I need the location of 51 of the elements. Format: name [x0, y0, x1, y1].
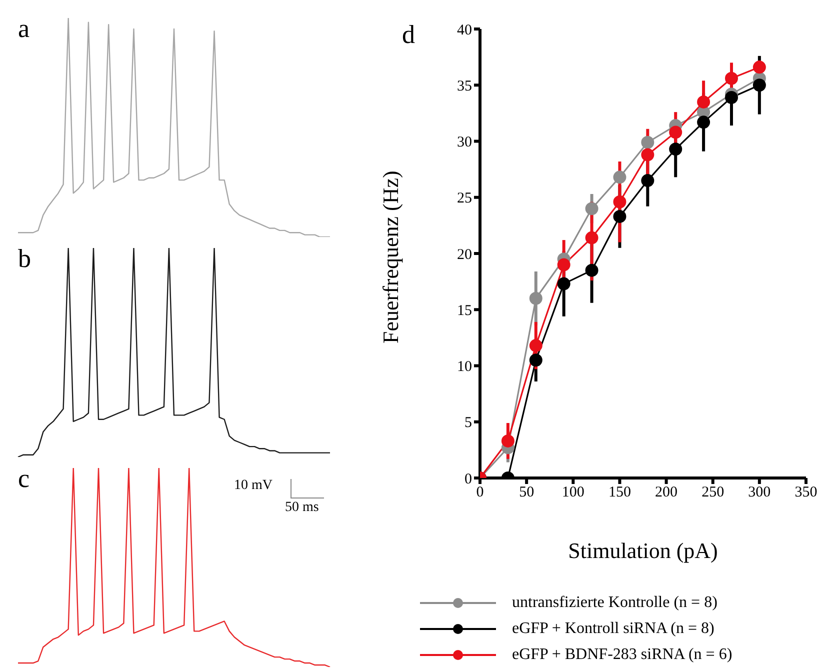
annotation: 10 mV: [234, 478, 272, 494]
y-tick-label: 15: [457, 302, 472, 319]
point: [501, 434, 514, 448]
point: [697, 116, 710, 129]
point: [669, 126, 682, 139]
point: [529, 292, 542, 305]
x-tick-label: 350: [794, 484, 818, 501]
y-tick-label: 35: [457, 78, 472, 94]
point: [641, 136, 654, 149]
x-tick-label: 250: [702, 484, 724, 501]
x-tick-label: 0: [476, 484, 484, 501]
y-axis-title: Feuerfrequenz (Hz): [378, 170, 403, 344]
annotation: 50 ms: [285, 500, 319, 516]
chart-title: b: [18, 244, 31, 274]
y-tick-label: 40: [457, 22, 472, 38]
point: [724, 72, 738, 85]
point: [697, 95, 710, 108]
point: [557, 277, 570, 290]
x-tick-label: 300: [748, 484, 771, 501]
x-tick-label: 50: [519, 484, 534, 501]
y-tick-label: 30: [457, 134, 472, 151]
y-tick-label: 0: [464, 471, 472, 488]
x-tick-label: 150: [608, 484, 631, 501]
y-tick-label: 5: [464, 415, 472, 432]
point: [585, 231, 598, 244]
legend-label: untransfizierte Kontrolle (n = 8): [512, 594, 718, 612]
chart-title: d: [402, 20, 415, 50]
x-tick-label: 100: [562, 484, 584, 501]
point: [557, 258, 570, 272]
point: [529, 339, 542, 352]
point: [641, 148, 654, 162]
legend-label: eGFP + Kontroll siRNA (n = 8): [512, 620, 714, 638]
point: [724, 90, 738, 104]
point: [585, 264, 598, 277]
point: [752, 60, 766, 74]
x-axis-title: Stimulation (pA): [568, 538, 718, 563]
legend-label: eGFP + BDNF-283 siRNA (n = 6): [512, 646, 732, 664]
point: [752, 78, 766, 92]
point: [585, 202, 598, 216]
y-tick-label: 10: [457, 359, 472, 376]
y-tick-label: 25: [457, 190, 472, 207]
point: [669, 142, 682, 156]
x-tick-label: 200: [655, 484, 678, 501]
point: [613, 210, 626, 223]
point: [641, 174, 654, 188]
chart-title: a: [18, 14, 30, 44]
point: [613, 195, 626, 208]
y-tick-label: 20: [457, 246, 472, 263]
point: [529, 354, 542, 367]
chart-title: c: [18, 464, 30, 494]
point: [613, 170, 626, 184]
